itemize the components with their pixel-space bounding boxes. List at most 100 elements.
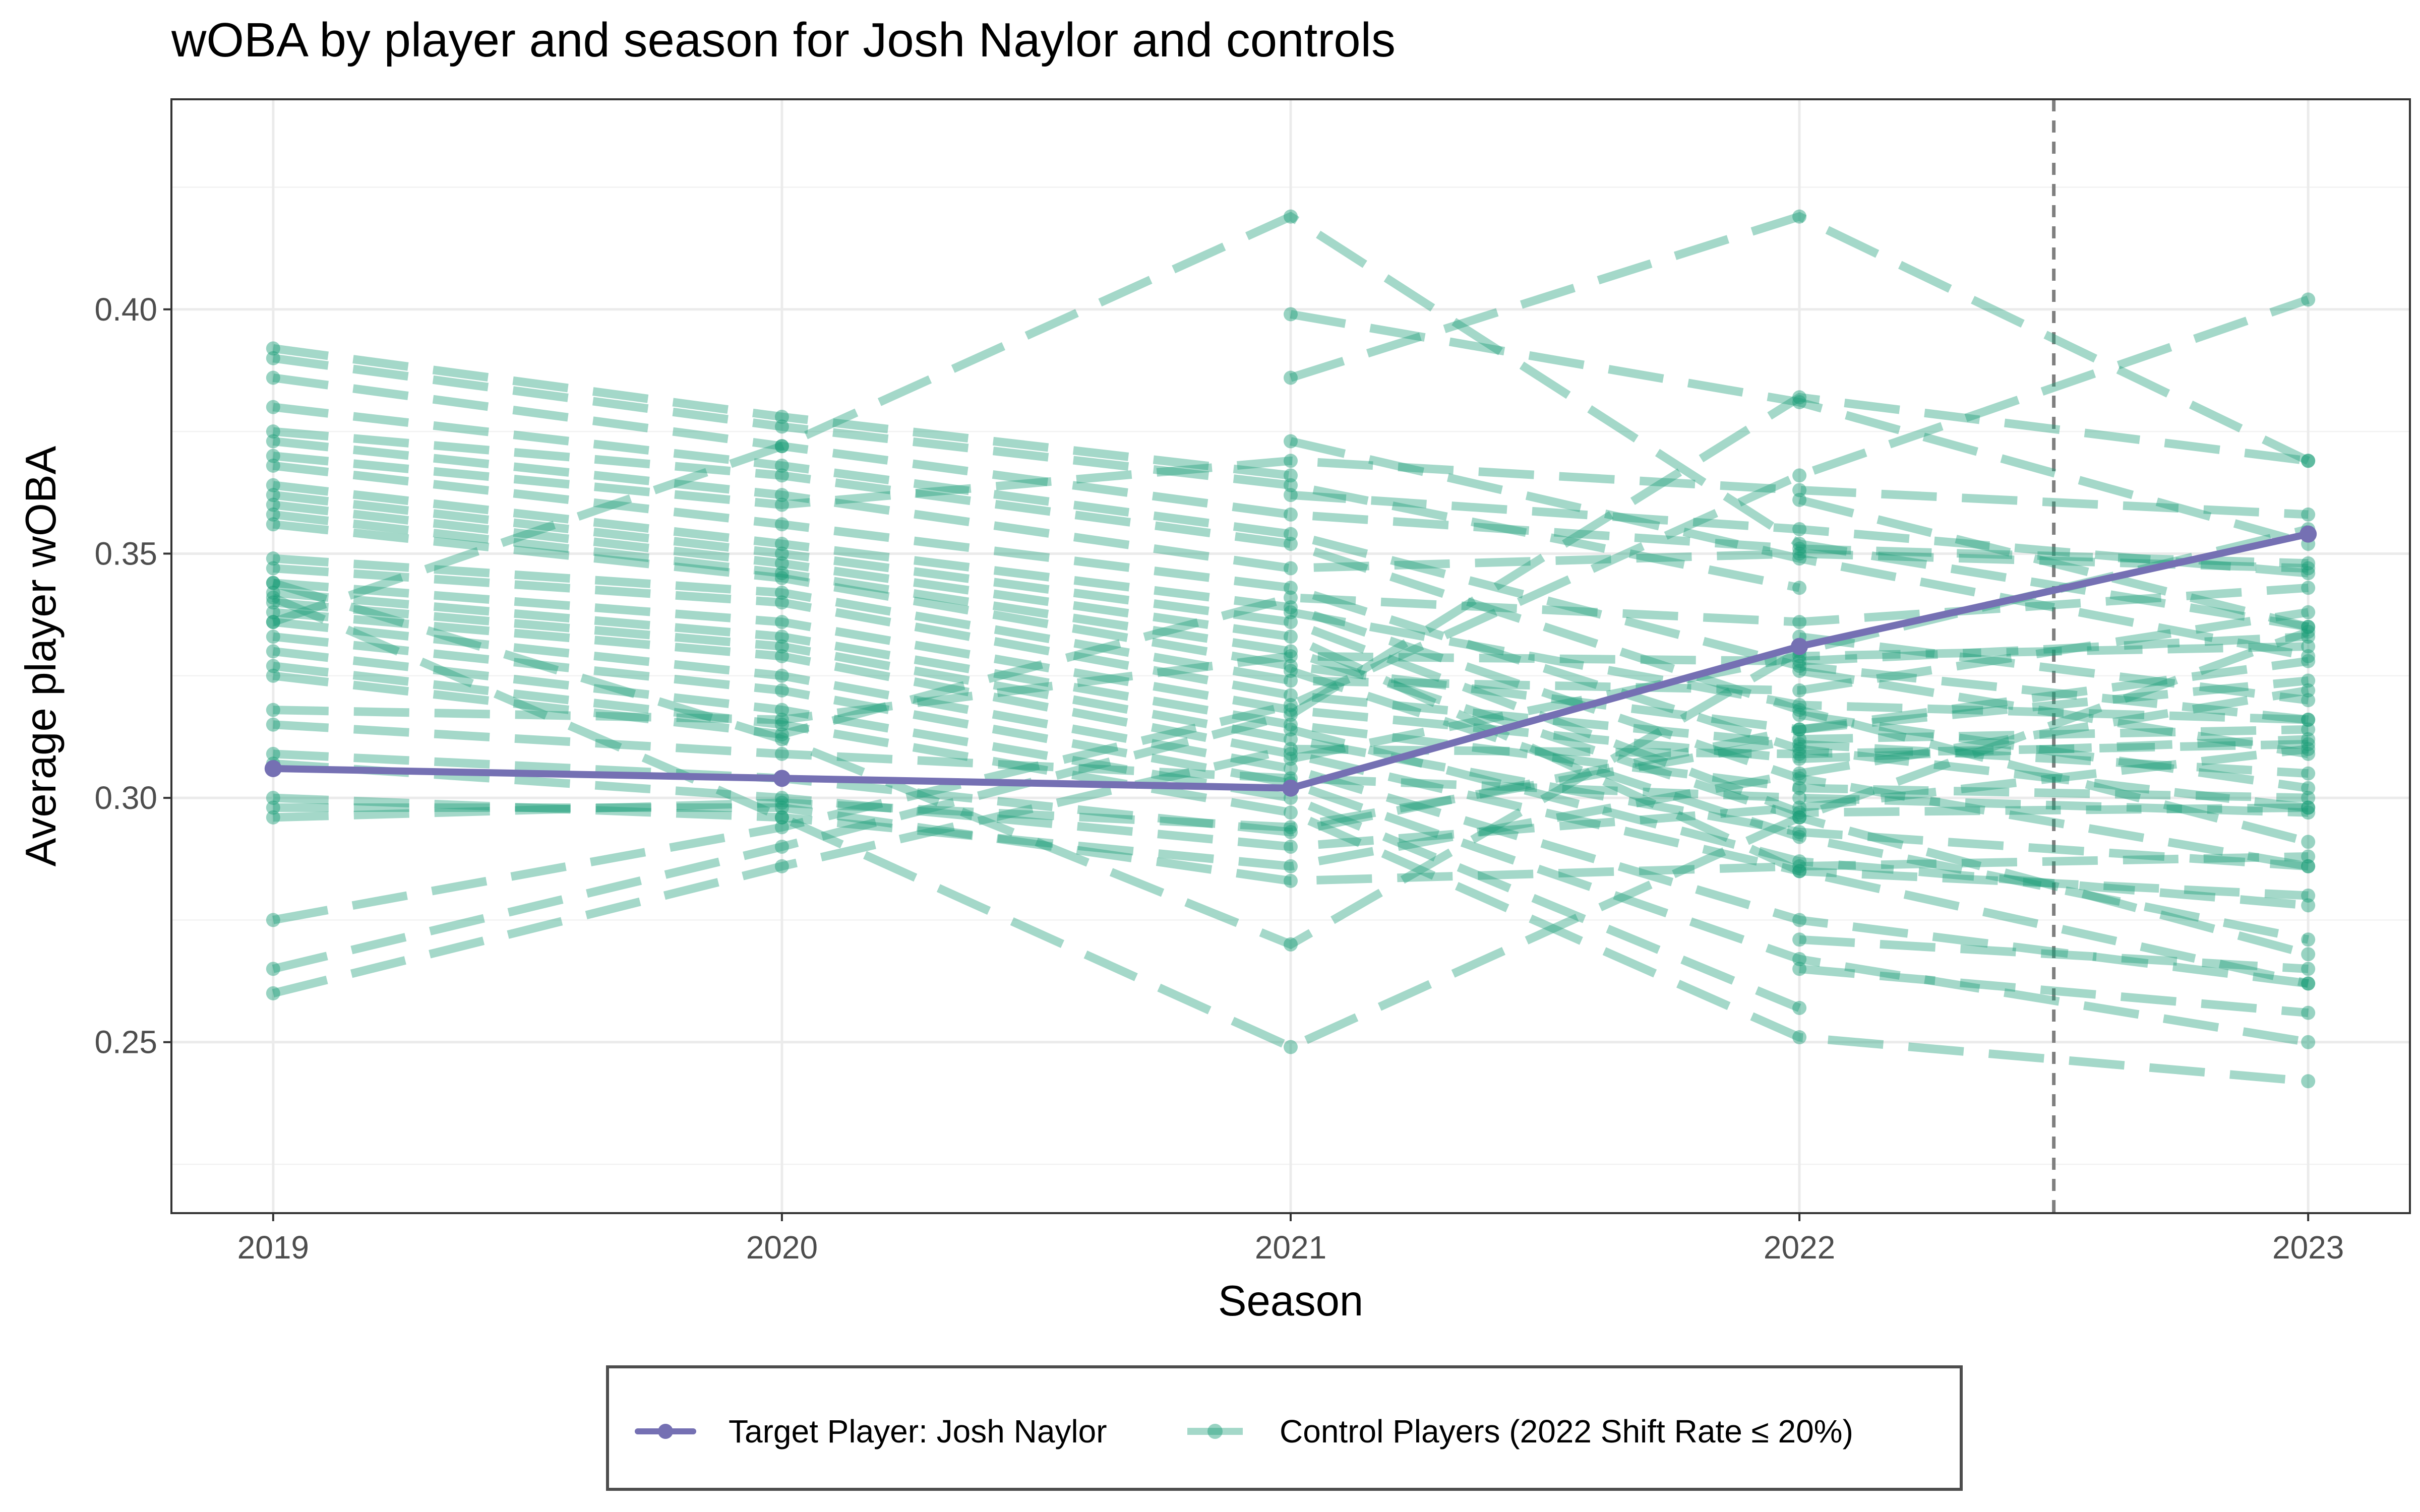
control-point [774,439,789,454]
y-tick-label: 0.35 [94,535,157,572]
control-point [774,859,789,873]
control-point [774,458,789,473]
control-point [1792,522,1807,536]
control-point [266,341,280,356]
control-point [266,551,280,566]
x-tick-label: 2019 [237,1229,309,1266]
control-point [1792,732,1807,746]
control-point [1792,722,1807,737]
control-series-line [272,452,2309,519]
control-point [774,537,789,551]
control-point [774,795,789,810]
control-point [266,986,280,1000]
control-point [1284,761,1298,776]
control-point [2301,649,2316,663]
control-point [1792,913,1807,927]
control-series-line [1799,632,2309,705]
target-point [2300,525,2317,543]
control-point [774,713,789,727]
control-point [1284,561,1298,576]
control-point [266,703,280,717]
control-series-line [272,437,2309,573]
control-point [1792,854,1807,869]
control-point [774,649,789,663]
control-point [266,497,280,512]
control-point [774,571,789,585]
control-point [1284,673,1298,688]
control-point [1792,864,1807,878]
control-point [774,639,789,654]
control-point [266,400,280,414]
control-series-line [272,490,2309,817]
control-point [1792,1000,1807,1015]
control-point [1792,742,1807,757]
control-point [2301,947,2316,962]
control-point [2301,737,2316,751]
control-point [2301,556,2316,571]
control-point [774,468,789,483]
control-point [1792,810,1807,825]
x-tick-label: 2022 [1764,1229,1835,1266]
control-point [774,791,789,805]
control-point [1792,468,1807,483]
control-series-line [1799,964,2309,1018]
control-point [1284,805,1298,820]
control-point [1284,840,1298,854]
control-point [2301,849,2316,864]
control-point [2301,888,2316,903]
control-point [1792,746,1807,761]
control-series-layer [266,209,2316,1089]
control-series-line [1799,935,2309,973]
control-point [2301,683,2316,698]
control-series-line [273,686,2309,871]
control-point [2301,800,2316,815]
control-point [1284,698,1298,712]
control-point [1792,781,1807,795]
target-point [1791,638,1808,655]
control-series-line [272,525,2310,950]
control-point [774,727,789,742]
control-series-line [272,373,2309,568]
control-point [1284,434,1298,449]
control-point [1792,751,1807,766]
x-tick-label: 2020 [746,1229,818,1266]
control-point [266,800,280,815]
control-point [2301,619,2316,634]
control-point [2301,742,2316,757]
control-point [2301,976,2316,991]
control-point [1792,654,1807,668]
control-point [1284,732,1298,746]
control-series-line [272,344,1291,480]
control-point [1792,537,1807,551]
control-point [1284,746,1298,761]
control-point [2301,292,2316,307]
control-point [266,668,280,683]
control-series-line [271,593,2310,1052]
control-point [266,605,280,619]
control-point [266,561,280,576]
control-point [2301,746,2316,761]
control-point [2301,732,2316,746]
control-point [774,488,789,502]
control-series-line [272,510,2310,959]
control-point [1792,551,1807,566]
control-point [2301,1035,2316,1049]
control-point [774,820,789,835]
control-series-line [273,720,2309,817]
control-point [1792,722,1807,737]
control-point [1792,810,1807,825]
control-point [774,546,789,561]
control-point [1792,483,1807,497]
control-series-line [273,588,2309,802]
legend-target-label: Target Player: Josh Naylor [729,1413,1107,1450]
control-point [1284,605,1298,619]
control-point [1792,825,1807,839]
control-point [774,439,789,454]
control-series-line [273,744,2309,851]
control-point [1284,717,1298,732]
control-point [1284,708,1298,722]
control-point [2301,791,2316,805]
control-point [774,629,789,644]
legend-box [606,1365,1963,1491]
